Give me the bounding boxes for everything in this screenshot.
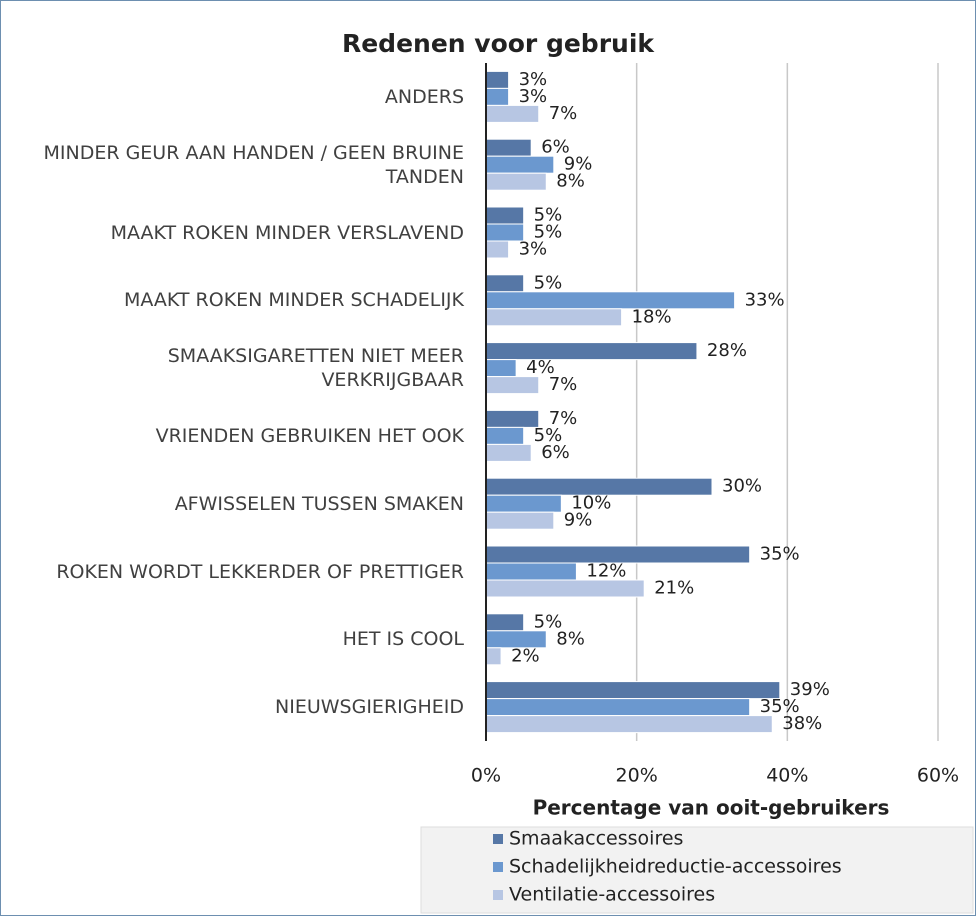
category-label: MINDER GEUR AAN HANDEN / GEEN BRUINE TAN… xyxy=(43,141,464,188)
data-label: 8% xyxy=(556,628,585,649)
category-label: HET IS COOL xyxy=(342,628,464,651)
bar xyxy=(485,342,698,361)
data-label: 6% xyxy=(541,442,570,463)
bar xyxy=(485,494,562,513)
data-label: 2% xyxy=(511,645,540,666)
bar xyxy=(485,443,532,462)
bar xyxy=(485,426,525,445)
bar xyxy=(485,155,555,174)
bar xyxy=(485,206,525,225)
x-tick-label: 20% xyxy=(616,765,658,787)
data-label: 21% xyxy=(654,578,694,599)
bar xyxy=(485,240,510,259)
category-label: MAAKT ROKEN MINDER SCHADELIJK xyxy=(123,289,464,312)
data-label: 3% xyxy=(519,69,548,90)
bar xyxy=(485,511,555,530)
legend-label: Ventilatie-accessoires xyxy=(509,884,715,906)
x-tick-label: 0% xyxy=(471,765,501,787)
bar xyxy=(485,291,736,310)
bar xyxy=(485,715,773,734)
data-label: 7% xyxy=(549,374,578,395)
data-label: 12% xyxy=(586,561,626,582)
bar xyxy=(485,138,532,157)
data-label: 9% xyxy=(564,510,593,531)
data-label: 5% xyxy=(534,205,563,226)
data-label: 3% xyxy=(519,239,548,260)
data-label: 5% xyxy=(534,272,563,293)
bar xyxy=(485,172,547,191)
data-label: 6% xyxy=(541,137,570,158)
legend-swatch xyxy=(493,862,503,872)
data-label: 28% xyxy=(707,340,747,361)
bar xyxy=(485,359,517,378)
data-label: 5% xyxy=(534,425,563,446)
bar xyxy=(485,698,751,717)
bar xyxy=(485,104,540,123)
data-label: 7% xyxy=(549,408,578,429)
bar xyxy=(485,274,525,293)
category-label: ROKEN WORDT LEKKERDER OF PRETTIGER xyxy=(56,560,464,583)
legend-swatch xyxy=(493,890,503,900)
bar xyxy=(485,376,540,395)
data-label: 38% xyxy=(782,713,822,734)
bar xyxy=(485,647,502,666)
legend-swatch xyxy=(493,834,503,844)
data-label: 8% xyxy=(556,171,585,192)
bar xyxy=(485,562,577,581)
data-label: 35% xyxy=(760,696,800,717)
bar xyxy=(485,308,623,327)
bar xyxy=(485,681,781,700)
data-label: 5% xyxy=(534,611,563,632)
category-label: AFWISSELEN TUSSEN SMAKEN xyxy=(174,492,464,515)
bar xyxy=(485,70,510,89)
data-label: 9% xyxy=(564,154,593,175)
chart-title: Redenen voor gebruik xyxy=(342,29,655,58)
bar xyxy=(485,409,540,428)
legend-box xyxy=(420,826,974,914)
data-label: 10% xyxy=(571,493,611,514)
category-label: SMAAKSIGARETTEN NIET MEER VERKRIJGBAAR xyxy=(167,345,464,392)
data-label: 35% xyxy=(760,544,800,565)
x-axis-title: Percentage van ooit-gebruikers xyxy=(533,796,890,820)
data-label: 5% xyxy=(534,222,563,243)
legend-label: Schadelijkheidreductie-accessoires xyxy=(509,856,842,878)
data-label: 7% xyxy=(549,103,578,124)
data-label: 33% xyxy=(745,289,785,310)
bar xyxy=(485,87,510,106)
category-label: MAAKT ROKEN MINDER VERSLAVEND xyxy=(110,221,464,244)
category-label: ANDERS xyxy=(384,85,464,108)
data-label: 30% xyxy=(722,476,762,497)
bar xyxy=(485,579,645,598)
x-tick-label: 60% xyxy=(917,765,959,787)
data-label: 4% xyxy=(526,357,555,378)
data-label: 18% xyxy=(632,306,672,327)
legend-label: Smaakaccessoires xyxy=(509,828,683,850)
bar xyxy=(485,613,525,632)
x-tick-label: 40% xyxy=(766,765,808,787)
data-label: 39% xyxy=(790,679,830,700)
category-label: VRIENDEN GEBRUIKEN HET OOK xyxy=(155,424,464,447)
data-label: 3% xyxy=(519,86,548,107)
category-label: NIEUWSGIERIGHEID xyxy=(275,696,464,719)
